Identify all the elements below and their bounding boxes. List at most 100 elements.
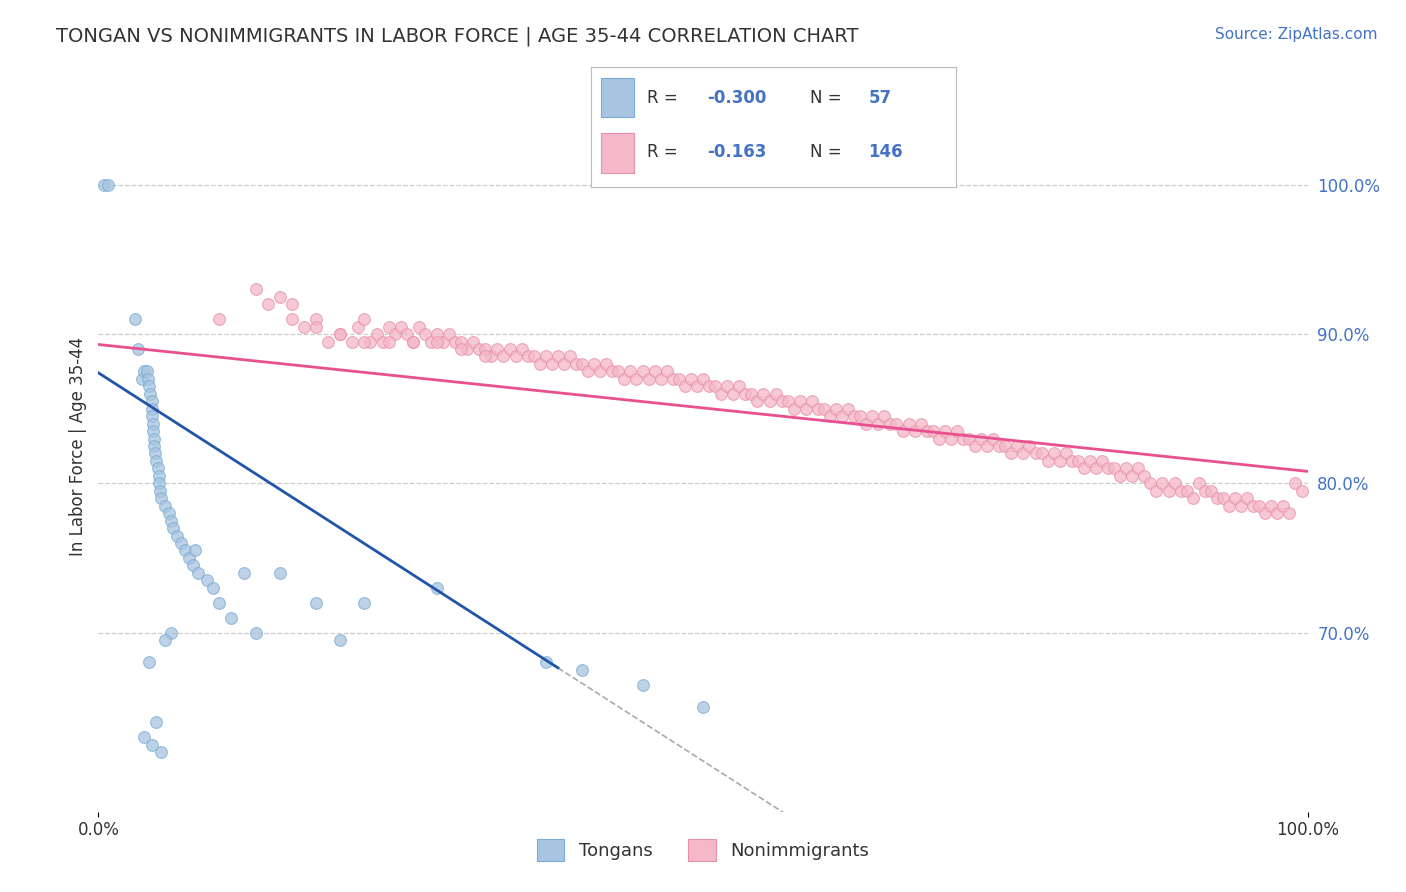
Point bbox=[305, 319, 328, 334]
Point bbox=[1036, 454, 1059, 468]
Point bbox=[1284, 476, 1306, 491]
Point bbox=[1018, 439, 1040, 453]
Point bbox=[613, 372, 636, 386]
Point bbox=[141, 738, 163, 752]
Point bbox=[256, 297, 278, 311]
Point bbox=[143, 439, 166, 453]
Bar bbox=[602, 133, 634, 173]
Point bbox=[281, 297, 304, 311]
Legend: Tongans, Nonimmigrants: Tongans, Nonimmigrants bbox=[530, 832, 876, 869]
Point bbox=[141, 394, 163, 409]
Point bbox=[886, 417, 908, 431]
Point bbox=[329, 326, 352, 341]
Point bbox=[153, 499, 176, 513]
Point bbox=[131, 372, 153, 386]
Point bbox=[849, 409, 872, 424]
Point bbox=[813, 401, 835, 416]
Point bbox=[1212, 491, 1234, 506]
Point bbox=[1157, 483, 1180, 498]
Point bbox=[752, 386, 775, 401]
Point bbox=[595, 357, 617, 371]
Point bbox=[208, 596, 231, 610]
Point bbox=[426, 581, 449, 595]
Point bbox=[1146, 483, 1168, 498]
Point bbox=[221, 610, 243, 624]
Point bbox=[1170, 483, 1192, 498]
Point bbox=[1175, 483, 1198, 498]
Point bbox=[157, 506, 180, 520]
Point bbox=[1249, 499, 1271, 513]
Point bbox=[492, 350, 515, 364]
Point bbox=[377, 334, 399, 349]
Point bbox=[329, 633, 352, 648]
Point bbox=[994, 439, 1017, 453]
Y-axis label: In Labor Force | Age 35-44: In Labor Force | Age 35-44 bbox=[69, 336, 87, 556]
Point bbox=[758, 394, 780, 409]
Point bbox=[1199, 483, 1222, 498]
Point bbox=[831, 409, 853, 424]
Point bbox=[142, 417, 165, 431]
Point bbox=[716, 379, 738, 393]
Point bbox=[934, 424, 956, 438]
Point bbox=[939, 432, 962, 446]
Point bbox=[174, 543, 197, 558]
Point bbox=[1078, 454, 1101, 468]
Point bbox=[138, 656, 160, 670]
Point bbox=[631, 364, 654, 378]
Text: -0.163: -0.163 bbox=[707, 143, 766, 161]
Point bbox=[353, 596, 375, 610]
Point bbox=[162, 521, 184, 535]
Point bbox=[818, 409, 841, 424]
Point bbox=[565, 357, 588, 371]
Point bbox=[138, 379, 160, 393]
Point bbox=[692, 372, 714, 386]
Point bbox=[988, 439, 1011, 453]
Point bbox=[134, 730, 156, 744]
Point bbox=[141, 409, 163, 424]
Point bbox=[644, 364, 666, 378]
Point bbox=[143, 432, 166, 446]
Point bbox=[571, 663, 593, 677]
Point bbox=[1109, 468, 1132, 483]
Point bbox=[910, 417, 932, 431]
Point bbox=[558, 350, 581, 364]
Point bbox=[124, 312, 146, 326]
Point bbox=[420, 334, 443, 349]
Point bbox=[1139, 476, 1161, 491]
Point bbox=[1152, 476, 1174, 491]
Point bbox=[468, 342, 491, 356]
Point bbox=[148, 476, 170, 491]
Point bbox=[679, 372, 702, 386]
Point bbox=[245, 282, 267, 296]
Point bbox=[553, 357, 575, 371]
Point bbox=[97, 178, 120, 192]
Point bbox=[93, 178, 115, 192]
Point bbox=[765, 386, 787, 401]
Point bbox=[149, 483, 172, 498]
Point bbox=[148, 468, 170, 483]
Point bbox=[134, 364, 156, 378]
Point bbox=[437, 326, 460, 341]
Point bbox=[1067, 454, 1090, 468]
Point bbox=[142, 424, 165, 438]
Point bbox=[184, 543, 207, 558]
Point bbox=[631, 678, 654, 692]
Point bbox=[728, 379, 751, 393]
Point bbox=[166, 528, 188, 542]
Point bbox=[661, 372, 683, 386]
Point bbox=[426, 334, 449, 349]
Point bbox=[232, 566, 254, 580]
Point bbox=[208, 312, 231, 326]
Text: R =: R = bbox=[647, 143, 678, 161]
Point bbox=[619, 364, 641, 378]
Point bbox=[1163, 476, 1185, 491]
Point bbox=[432, 334, 454, 349]
Point bbox=[891, 424, 914, 438]
Point bbox=[1181, 491, 1204, 506]
Point bbox=[202, 581, 225, 595]
Point bbox=[740, 386, 762, 401]
Point bbox=[510, 342, 533, 356]
Point bbox=[463, 334, 485, 349]
Point bbox=[329, 326, 352, 341]
Point bbox=[825, 401, 848, 416]
